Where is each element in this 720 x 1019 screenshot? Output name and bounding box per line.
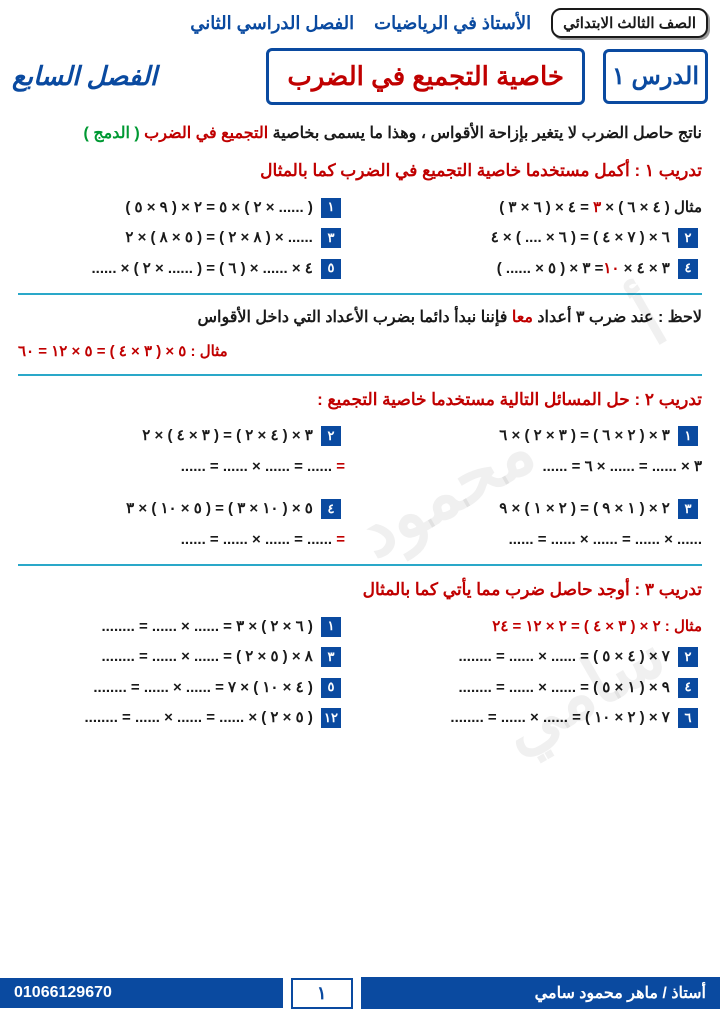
ex2-q2: ٢ ٣ × ( ٤ × ٢ ) = ( ٣ × ٤ ) × ٢ — [18, 422, 345, 451]
separator — [18, 374, 702, 376]
ex2-q3: ٣ ٢ × ( ١ × ٩ ) = ( ٢ × ١ ) × ٩ — [375, 495, 702, 524]
ex2-a2: = ...... = ...... × ...... = ...... — [18, 453, 345, 482]
exercise3-heading: تدريب ٣ : أوجد حاصل ضرب مما يأتي كما بال… — [18, 574, 702, 606]
grade-badge: الصف الثالث الابتدائي — [551, 8, 708, 38]
ex3-q7: ١٢ ( ٥ × ٢ ) × ...... = ...... × ...... … — [18, 704, 345, 733]
ex2-a4: = ...... = ...... × ...... = ...... — [18, 526, 345, 555]
ex3-q4: ٤ ٩ × ( ١ × ٥ ) = ...... × ...... = ....… — [375, 674, 702, 703]
separator — [18, 293, 702, 295]
ex1-q2: ٢ ٦ × ( ٧ × ٤ ) = ( ٦ × .... ) × ٤ — [375, 224, 702, 253]
ex2-q1: ١ ٣ × ( ٢ × ٦ ) = ( ٣ × ٢ ) × ٦ — [375, 422, 702, 451]
subject-label: الأستاذ في الرياضيات — [374, 13, 531, 34]
note-text: لاحظ : عند ضرب ٣ أعداد معا فإننا نبدأ دا… — [18, 303, 702, 333]
lesson-number: الدرس ١ — [603, 49, 708, 104]
chapter-label: الفصل السابع — [12, 61, 157, 92]
ex1-example: مثال ( ٤ × ٦ ) × ٣ = ٤ × ( ٦ × ٣ ) — [375, 194, 702, 223]
ex1-q5: ٥ ٤ × ...... × ( ٦ ) = ( ...... × ٢ ) × … — [18, 255, 345, 284]
intro-text: ناتج حاصل الضرب لا يتغير بإزاحة الأقواس … — [18, 119, 702, 149]
ex3-q1: ١ ( ٦ × ٢ ) × ٣ = ...... × ...... = ....… — [18, 613, 345, 642]
note-example: مثال : ٥ × ( ٣ × ٤ ) = ٥ × ١٢ = ٦٠ — [18, 338, 702, 367]
ex3-q5: ٥ ( ٤ × ١٠ ) × ٧ = ...... × ...... = ...… — [18, 674, 345, 703]
ex3-example: مثال : ٢ × ( ٣ × ٤ ) = ٢ × ١٢ = ٢٤ — [375, 613, 702, 642]
ex3-q2: ٢ ٧ × ( ٤ × ٥ ) = ...... × ...... = ....… — [375, 643, 702, 672]
separator — [18, 564, 702, 566]
ex3-q3: ٣ ٨ × ( ٥ × ٢ ) = ...... × ...... = ....… — [18, 643, 345, 672]
term-label: الفصل الدراسي الثاني — [190, 13, 354, 34]
exercise1-heading: تدريب ١ : أكمل مستخدما خاصية التجميع في … — [18, 155, 702, 187]
ex2-a3: ...... × ...... = ...... × ...... = ....… — [375, 526, 702, 555]
ex3-q6: ٦ ٧ × ( ٢ × ١٠ ) = ...... × ...... = ...… — [375, 704, 702, 733]
footer-page: ١ — [291, 978, 353, 1009]
ex1-q1: ١ ( ...... × ٢ ) × ٥ = ٢ × ( ٩ × ٥ ) — [18, 194, 345, 223]
ex2-a1: ٣ × ...... = ...... × ٦ = ...... — [375, 453, 702, 482]
ex1-q4: ٤ ٣ × ٤ × ١٠= ٣ × ( ٥ × ...... ) — [375, 255, 702, 284]
footer-phone: 01066129670 — [0, 978, 283, 1008]
exercise2-heading: تدريب ٢ : حل المسائل التالية مستخدما خاص… — [18, 384, 702, 416]
footer-teacher: أستاذ / ماهر محمود سامي — [361, 977, 720, 1009]
ex2-q4: ٤ ٥ × ( ١٠ × ٣ ) = ( ٥ × ١٠ ) × ٣ — [18, 495, 345, 524]
lesson-title: خاصية التجميع في الضرب — [266, 48, 585, 105]
ex1-q3: ٣ ...... × ( ٨ × ٢ ) = ( ٥ × ٨ ) × ٢ — [18, 224, 345, 253]
